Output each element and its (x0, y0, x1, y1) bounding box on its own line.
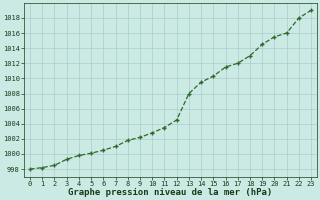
X-axis label: Graphe pression niveau de la mer (hPa): Graphe pression niveau de la mer (hPa) (68, 188, 273, 197)
